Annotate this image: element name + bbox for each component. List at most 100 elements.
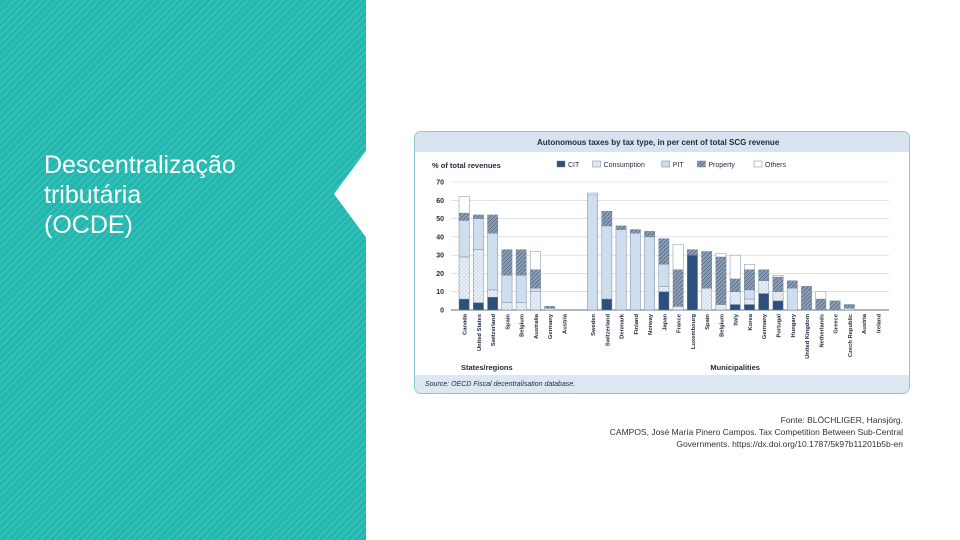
y-tick-label: 50 xyxy=(436,216,444,223)
bar-segment-cit xyxy=(744,304,755,311)
bar-segment-consumption xyxy=(487,289,499,298)
x-tick-label: Portugal xyxy=(777,314,783,338)
y-axis-label: % of total revenues xyxy=(432,161,501,170)
bar-segment-property xyxy=(644,231,655,238)
bar-segment-pit xyxy=(744,289,755,300)
bar-segment-consumption xyxy=(672,306,684,311)
x-tick-label: Italy xyxy=(734,313,740,325)
bar-segment-property xyxy=(758,269,770,281)
x-tick-label: Czech Republic xyxy=(848,313,854,357)
x-tick-label: Germany xyxy=(548,313,554,339)
x-tick-label: United States xyxy=(477,314,483,351)
bar-segment-others xyxy=(744,264,755,270)
credit-line-3: Governments. https://dx.doi.org/10.1787/… xyxy=(676,439,903,449)
legend-swatch-property xyxy=(697,160,706,168)
bar-segment-consumption xyxy=(530,291,541,311)
bar-segment-property xyxy=(843,304,855,309)
legend-swatch-others xyxy=(753,160,763,168)
bar-segment-consumption xyxy=(473,249,484,303)
bar-chart: Autonomous taxes by tax type, in per cen… xyxy=(415,132,909,393)
bar-segment-property xyxy=(744,269,755,291)
bar-segment-others xyxy=(715,253,727,258)
bar-segment-consumption xyxy=(515,302,527,311)
x-tick-label: Spain xyxy=(505,314,511,330)
x-tick-label: Belgium xyxy=(719,314,725,337)
bar-segment-property xyxy=(729,278,741,292)
x-tick-label: France xyxy=(677,313,683,333)
bar-segment-property xyxy=(530,269,541,289)
bar-segment-pit xyxy=(786,287,798,311)
bar-segment-pit xyxy=(458,220,470,258)
source-band xyxy=(415,375,909,393)
bar-segment-property xyxy=(615,225,627,230)
left-panel xyxy=(0,0,366,540)
bar-segment-cit xyxy=(473,302,484,311)
y-tick-label: 70 xyxy=(436,180,444,187)
x-tick-label: United Kingdom xyxy=(805,314,811,359)
x-tick-label: Spain xyxy=(705,314,711,330)
bar-segment-consumption xyxy=(729,291,741,305)
bar-segment-others xyxy=(772,275,784,278)
bar-segment-cit xyxy=(601,298,613,311)
bar-segment-consumption xyxy=(715,304,727,311)
x-tick-label: Austria xyxy=(563,313,569,334)
group-label: States/regions xyxy=(461,363,513,372)
bar-segment-consumption xyxy=(658,286,670,292)
bar-segment-cit xyxy=(458,298,470,311)
y-tick-label: 10 xyxy=(436,289,444,296)
bar-segment-pit xyxy=(601,225,613,300)
bar-segment-property xyxy=(829,300,841,311)
x-tick-label: Switzerland xyxy=(491,314,497,347)
bar-segment-property xyxy=(772,276,784,292)
legend-label: CIT xyxy=(568,162,580,169)
bar-segment-property xyxy=(715,256,727,305)
legend-swatch-cit xyxy=(556,160,566,168)
bar-segment-pit xyxy=(487,232,499,291)
bar-segment-property xyxy=(629,229,641,234)
bar-segment-property xyxy=(601,211,613,227)
bar-segment-consumption xyxy=(501,302,513,311)
chart-figure: Autonomous taxes by tax type, in per cen… xyxy=(414,131,910,394)
y-tick-label: 20 xyxy=(436,271,444,278)
title-line-1: Descentralização xyxy=(44,151,236,179)
bars xyxy=(458,192,855,311)
bar-segment-cit xyxy=(729,304,741,311)
credit-line-1: Fonte: BLÖCHLIGER, Hansjörg. xyxy=(780,415,903,425)
y-tick-label: 0 xyxy=(440,308,444,315)
bar-segment-consumption xyxy=(544,307,556,311)
bar-segment-cit xyxy=(687,254,698,311)
bar-segment-property xyxy=(515,249,527,276)
bar-segment-others xyxy=(729,254,741,280)
bar-segment-others xyxy=(815,291,827,300)
bar-segment-consumption xyxy=(458,256,470,300)
bar-segment-consumption xyxy=(772,291,784,302)
y-tick-label: 30 xyxy=(436,253,444,260)
bar-segment-consumption xyxy=(758,280,770,294)
bar-segment-consumption xyxy=(701,287,713,311)
bar-segment-others xyxy=(587,192,598,196)
bar-segment-property xyxy=(801,286,812,311)
credit-line-2: CAMPOS, José María Pinero Campos. Tax Co… xyxy=(609,427,903,437)
x-tick-label: Switzerland xyxy=(605,314,611,347)
title-line-3: (OCDE) xyxy=(44,211,133,239)
y-tick-label: 40 xyxy=(436,234,444,241)
legend-swatch-consumption xyxy=(592,160,601,168)
bar-segment-property xyxy=(487,214,499,234)
bar-segment-property xyxy=(658,238,670,265)
bar-segment-property xyxy=(672,269,684,307)
y-tick-label: 60 xyxy=(436,198,444,205)
bar-segment-cit xyxy=(658,291,670,311)
bar-segment-pit xyxy=(530,287,541,292)
bar-segment-others xyxy=(672,243,684,270)
bar-segment-cit xyxy=(487,296,499,311)
callout-arrow xyxy=(334,148,368,240)
x-tick-label: Korea xyxy=(748,313,754,330)
x-tick-label: Germany xyxy=(762,313,768,339)
x-tick-label: Canada xyxy=(463,313,469,335)
x-tick-label: Finland xyxy=(634,314,640,335)
legend-label: PIT xyxy=(673,162,685,169)
bar-segment-cit xyxy=(772,300,784,311)
bar-segment-property xyxy=(501,249,513,276)
legend-swatch-pit xyxy=(661,160,671,168)
x-tick-label: Greece xyxy=(834,313,840,333)
